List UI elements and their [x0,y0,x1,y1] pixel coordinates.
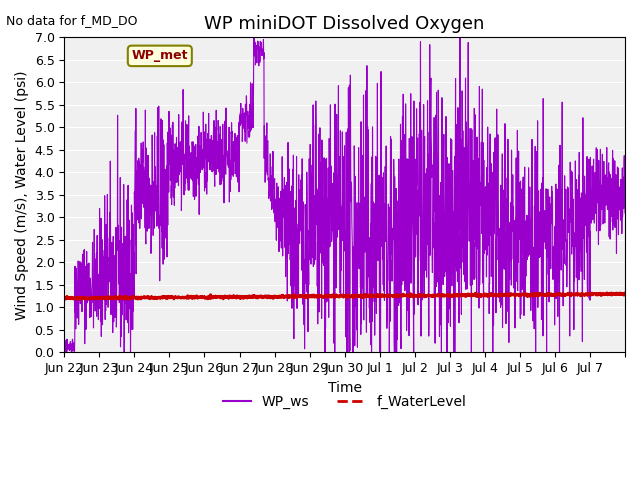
Line: f_WaterLevel: f_WaterLevel [64,293,625,300]
f_WaterLevel [514,291,522,297]
Y-axis label: Wind Speed (m/s), Water Level (psi): Wind Speed (m/s), Water Level (psi) [15,70,29,320]
Title: WP miniDOT Dissolved Oxygen: WP miniDOT Dissolved Oxygen [204,15,485,33]
WP_ws [250,35,258,40]
f_WaterLevel [379,293,387,299]
Line: WP_ws: WP_ws [64,37,625,352]
WP_ws [120,349,128,355]
WP_ws [546,198,554,204]
WP_ws [237,120,245,126]
Text: No data for f_MD_DO: No data for f_MD_DO [6,14,138,27]
f_WaterLevel [545,292,553,298]
f_WaterLevel [116,295,124,300]
f_WaterLevel [72,297,80,302]
WP_ws [621,210,629,216]
f_WaterLevel [237,294,245,300]
WP_ws [514,174,522,180]
Text: WP_met: WP_met [132,49,188,62]
WP_ws [614,164,621,170]
WP_ws [379,219,387,225]
Legend: WP_ws, f_WaterLevel: WP_ws, f_WaterLevel [218,389,472,415]
X-axis label: Time: Time [328,381,362,395]
f_WaterLevel [603,290,611,296]
WP_ws [116,175,124,180]
f_WaterLevel [621,290,629,296]
f_WaterLevel [614,290,621,296]
f_WaterLevel [60,296,68,302]
WP_ws [60,344,68,350]
